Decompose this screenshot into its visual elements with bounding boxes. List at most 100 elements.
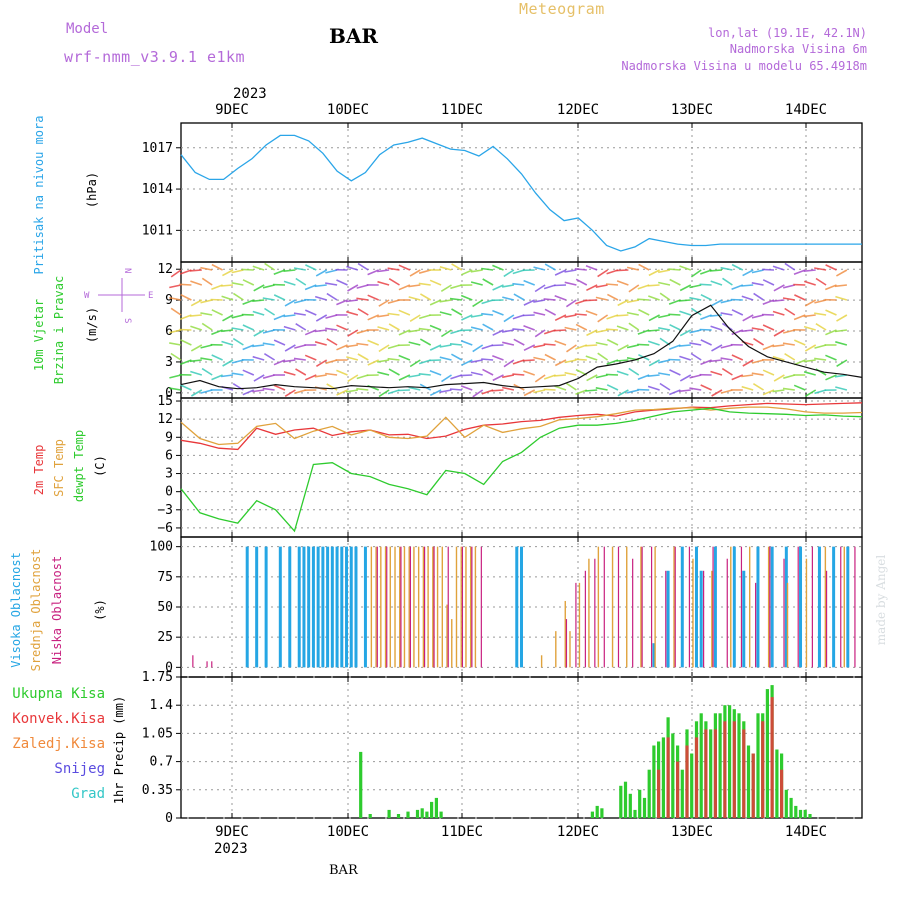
wind-barb [575,344,588,350]
wind-barb [814,312,827,316]
precip-total-bar [746,745,751,818]
wind-barb [804,389,817,397]
pressure-panel-ytick-label: 1014 [142,182,173,197]
precip-total-bar [415,809,420,818]
wind-unit: (m/s) [85,307,99,343]
cloud-panel-ytick-label: 50 [157,600,173,615]
wind-barb [419,293,432,301]
wind-barb [440,284,452,292]
wind-barb [180,339,192,346]
wind-barb [388,368,400,376]
wind-ylabel-2: Brzina i Pravac [52,276,66,384]
precip-total-bar [661,737,665,818]
wind-barb [357,262,369,271]
wind-barb [170,352,182,361]
compass-e: E [148,291,153,301]
signature: made by Angel [874,555,888,646]
wind-barb [658,372,671,376]
wind-barb [347,329,359,337]
wind-barb [554,340,567,346]
wind-barb [720,344,733,349]
precip-total-bar [671,733,675,818]
precip-total-bar [623,781,628,818]
wind-barb [231,359,244,364]
wind-barb [784,353,796,361]
wind-barb [585,355,598,361]
precip-conv-bar [761,721,765,818]
wind-barb [314,374,327,378]
model-name: wrf-nmm_v3.9.1 e1km [64,48,245,66]
wind-barb [668,268,681,271]
wind-barb [616,370,629,376]
footer-station: BAR [329,863,359,878]
wind-barb [741,295,754,301]
wind-barb [762,344,775,351]
wind-barb [803,280,816,286]
wind-barb [553,284,567,287]
wind-barb [679,329,692,337]
wind-barb [367,359,380,366]
wind-barb [232,292,244,301]
wind-barb [211,309,223,316]
wind-barb [242,389,255,396]
precip-total-bar [638,789,642,818]
wind-barb [325,327,338,331]
wind-barb [803,325,816,331]
wind-barb [523,344,536,352]
wind-barb [347,374,359,383]
wind-barb [429,389,442,397]
wind-barb [668,389,681,396]
wind-barb [647,284,660,287]
wind-barb [803,269,816,272]
wind-barb [741,284,754,287]
model-label: Model [66,21,108,37]
wind-barb [418,327,431,331]
wind-barb [367,269,380,276]
wind-barb [304,354,317,361]
wind-barb [741,385,754,391]
wind-barb [690,269,702,278]
wind-barb [242,299,255,306]
wind-barb [347,284,359,292]
wind-barb [595,284,608,288]
precip-conv-label: Konvek.Kisa [12,711,105,727]
day-label-bottom: 10DEC [327,824,369,840]
wind-barb [836,314,848,322]
wind-barb [283,371,296,376]
wind-barb [534,329,546,338]
wind-barb [606,359,619,365]
wind-barb [408,329,421,333]
wind-barb [586,284,598,292]
wind-barb [262,374,275,379]
wind-barb [751,372,764,376]
wind-barb [648,314,660,322]
wind-barb [211,354,223,361]
compass-rose: N E W S [84,268,153,323]
wind-barb [179,283,192,286]
wind-barb [262,284,275,289]
wind-barb [231,327,244,331]
wind-barb [794,294,806,301]
precip-conv-bar [723,721,727,818]
wind-barb [564,371,577,376]
wind-barb [772,310,785,316]
wind-barb [700,339,712,346]
temperature-panel-ytick-label: 12 [157,412,173,427]
wind-barb [617,389,629,397]
precip-snow-label: Snijeg [54,761,105,777]
wind-barb [762,299,775,306]
wind-barb [523,299,536,306]
wind-barb [326,292,338,301]
precip-conv-bar [732,721,736,818]
wind-barb [295,368,307,376]
precip-total-bar [633,809,637,818]
wind-barb [772,299,785,302]
precip-total-label: Ukupna Kisa [12,686,105,702]
wind-barb [533,311,546,316]
wind-barb [658,327,671,331]
wind-barb [481,344,494,350]
wind-panel-ytick-label: 9 [165,293,173,308]
wind-barb [700,384,712,391]
wind-barb [220,374,234,378]
wind-barb [711,389,723,397]
